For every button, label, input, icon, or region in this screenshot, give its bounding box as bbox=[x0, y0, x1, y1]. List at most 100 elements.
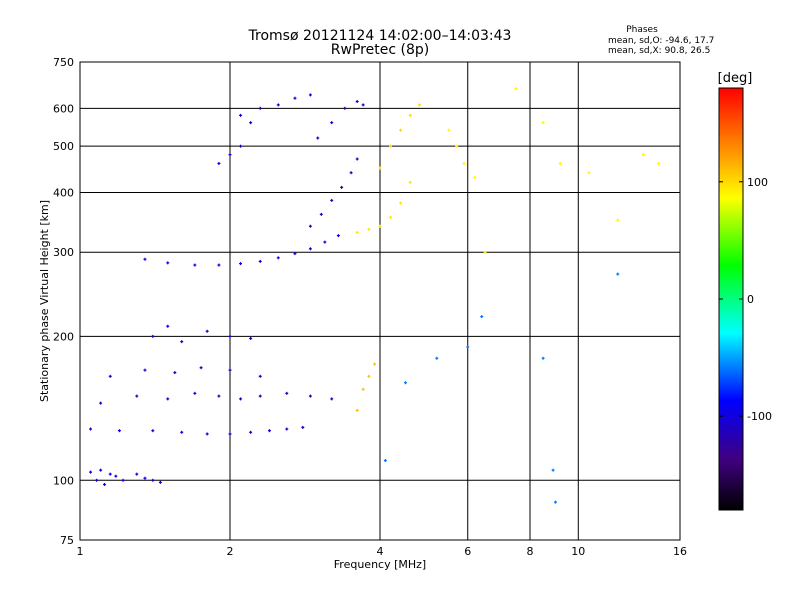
data-point bbox=[553, 500, 557, 504]
data-point bbox=[89, 470, 93, 474]
data-point bbox=[285, 391, 289, 395]
y-tick-label: 200 bbox=[53, 330, 74, 343]
data-point bbox=[205, 432, 209, 436]
data-point bbox=[293, 96, 297, 100]
data-point bbox=[166, 324, 170, 328]
data-point bbox=[143, 368, 147, 372]
data-point bbox=[417, 103, 421, 107]
data-point bbox=[135, 472, 139, 476]
data-point bbox=[249, 430, 253, 434]
data-point bbox=[367, 227, 371, 231]
data-point bbox=[367, 374, 371, 378]
data-point bbox=[228, 432, 232, 436]
data-point bbox=[355, 230, 359, 234]
data-point bbox=[108, 472, 112, 476]
data-point bbox=[166, 261, 170, 265]
data-point bbox=[330, 397, 334, 401]
data-point bbox=[308, 93, 312, 97]
data-point bbox=[355, 157, 359, 161]
data-point bbox=[308, 247, 312, 251]
data-point bbox=[121, 478, 125, 482]
data-point bbox=[330, 198, 334, 202]
data-point bbox=[355, 408, 359, 412]
data-point bbox=[158, 480, 162, 484]
data-point bbox=[258, 106, 262, 110]
data-point bbox=[316, 136, 320, 140]
colorbar-tick-label: 0 bbox=[747, 293, 754, 306]
data-point bbox=[657, 161, 661, 165]
y-tick-label: 750 bbox=[53, 56, 74, 69]
data-point bbox=[193, 263, 197, 267]
data-point bbox=[180, 430, 184, 434]
data-point bbox=[301, 425, 305, 429]
data-point bbox=[276, 103, 280, 107]
data-point bbox=[89, 427, 93, 431]
data-point bbox=[373, 362, 377, 366]
data-point bbox=[389, 144, 393, 148]
data-point bbox=[103, 482, 107, 486]
data-point bbox=[228, 153, 232, 157]
data-point bbox=[228, 334, 232, 338]
data-point bbox=[323, 240, 327, 244]
y-tick-label: 400 bbox=[53, 186, 74, 199]
data-point bbox=[403, 381, 407, 385]
chart-subtitle: RwPretec (8p) bbox=[331, 42, 429, 58]
data-point bbox=[228, 368, 232, 372]
data-point bbox=[239, 397, 243, 401]
y-tick-label: 600 bbox=[53, 102, 74, 115]
x-tick-label: 6 bbox=[464, 545, 471, 558]
colorbar-ticks: 100 0 -100 bbox=[719, 176, 772, 423]
chart-title: Tromsø 20121124 14:02:00–14:03:43 bbox=[248, 28, 512, 44]
data-point bbox=[551, 468, 555, 472]
data-point bbox=[95, 478, 99, 482]
data-point bbox=[239, 262, 243, 266]
data-point bbox=[541, 356, 545, 360]
y-tick-label: 300 bbox=[53, 246, 74, 259]
data-point bbox=[151, 429, 155, 433]
stats-heading: Phases bbox=[626, 25, 658, 35]
data-points bbox=[89, 87, 661, 504]
data-point bbox=[361, 387, 365, 391]
x-axis-label: Frequency [MHz] bbox=[334, 558, 426, 571]
data-point bbox=[180, 340, 184, 344]
data-point bbox=[239, 113, 243, 117]
x-tick-label: 4 bbox=[377, 545, 384, 558]
data-point bbox=[217, 263, 221, 267]
data-point bbox=[319, 212, 323, 216]
data-point bbox=[466, 345, 470, 349]
data-point bbox=[276, 256, 280, 260]
data-point bbox=[151, 334, 155, 338]
data-point bbox=[99, 401, 103, 405]
data-point bbox=[383, 458, 387, 462]
data-point bbox=[193, 391, 197, 395]
data-point bbox=[135, 394, 139, 398]
data-point bbox=[435, 356, 439, 360]
y-tick-label: 100 bbox=[53, 474, 74, 487]
data-point bbox=[166, 397, 170, 401]
x-tick-label: 8 bbox=[527, 545, 534, 558]
data-point bbox=[239, 144, 243, 148]
data-point bbox=[349, 171, 353, 175]
data-point bbox=[641, 153, 645, 157]
data-point bbox=[258, 374, 262, 378]
data-point bbox=[217, 161, 221, 165]
grid-lines bbox=[80, 62, 680, 540]
data-point bbox=[108, 374, 112, 378]
colorbar-tick-label: -100 bbox=[747, 410, 772, 423]
data-point bbox=[308, 224, 312, 228]
data-point bbox=[455, 144, 459, 148]
data-point bbox=[355, 100, 359, 104]
x-tick-label: 10 bbox=[571, 545, 585, 558]
x-tick-label: 1 bbox=[77, 545, 84, 558]
data-point bbox=[340, 185, 344, 189]
data-point bbox=[361, 103, 365, 107]
data-point bbox=[378, 224, 382, 228]
data-point bbox=[336, 234, 340, 238]
data-point bbox=[173, 371, 177, 375]
data-point bbox=[249, 336, 253, 340]
data-point bbox=[114, 474, 118, 478]
stats-line-x: mean, sd,X: 90.8, 26.5 bbox=[608, 46, 710, 56]
data-point bbox=[199, 366, 203, 370]
data-point bbox=[330, 121, 334, 125]
data-point bbox=[408, 113, 412, 117]
